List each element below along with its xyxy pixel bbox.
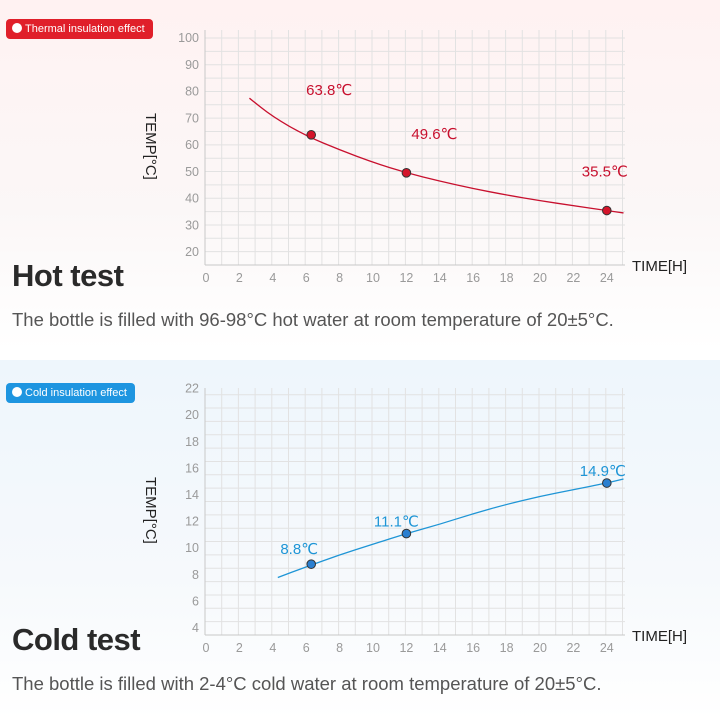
hot-y-tick-label: 60 <box>185 138 199 152</box>
hot-y-tick-label: 90 <box>185 58 199 72</box>
hot-x-tick-label: 6 <box>303 271 310 285</box>
cold-y-tick-label: 20 <box>185 408 199 422</box>
hot-x-tick-label: 16 <box>466 271 480 285</box>
hot-y-tick-label: 40 <box>185 192 199 206</box>
hot-y-tick-label: 30 <box>185 218 199 232</box>
badge-dot-icon <box>12 387 22 397</box>
hot-x-tick-label: 2 <box>236 271 243 285</box>
cold-x-axis-label: TIME[H] <box>632 628 687 645</box>
hot-x-tick-label: 14 <box>433 271 447 285</box>
hot-x-tick-label: 8 <box>336 271 343 285</box>
cold-test-chart: 0 2 4 6 8 10 12 14 16 18 20 22 2446810121416182022TI… <box>142 382 687 655</box>
hot-x-tick-label: 22 <box>566 271 580 285</box>
hot-x-tick-label: 0 <box>203 271 210 285</box>
hot-series-line <box>249 97 624 214</box>
cold-x-tick-label: 6 <box>303 641 310 655</box>
cold-y-tick-label: 12 <box>185 515 199 529</box>
cold-data-label: 14.9℃ <box>580 463 626 480</box>
cold-x-tick-label: 18 <box>500 641 514 655</box>
badge-dot-icon <box>12 23 22 33</box>
hot-y-tick-label: 100 <box>178 31 199 45</box>
cold-x-tick-label: 24 <box>600 641 614 655</box>
cold-grid <box>204 388 625 636</box>
cold-test-title: Cold test <box>12 622 141 657</box>
hot-data-label: 49.6℃ <box>411 126 457 143</box>
hot-y-tick-label: 70 <box>185 111 199 125</box>
cold-y-tick-label: 10 <box>185 541 199 555</box>
hot-y-tick-label: 80 <box>185 85 199 99</box>
hot-data-label: 63.8℃ <box>306 82 352 99</box>
hot-y-tick-label: 50 <box>185 165 199 179</box>
cold-x-tick-label: 2 <box>236 641 243 655</box>
cold-x-tick-label: 20 <box>533 641 547 655</box>
thermal-badge: Thermal insulation effect <box>6 19 153 39</box>
hot-x-axis-label: TIME[H] <box>632 258 687 275</box>
hot-x-tick-label: 12 <box>399 271 413 285</box>
hot-data-point <box>602 205 612 216</box>
cold-test-panel: Cold insulation effect Cold test The bot… <box>0 360 720 720</box>
hot-data-point <box>306 130 317 140</box>
cold-data-point <box>401 528 412 539</box>
hot-y-axis-label: TEMP[°C] <box>142 113 159 180</box>
hot-test-chart: 0 2 4 6 8 10 12 14 16 18 20 22 242030405060708090100… <box>142 30 687 285</box>
cold-data-point <box>602 478 612 488</box>
hot-x-tick-label: 10 <box>366 271 380 285</box>
thermal-badge-label: Thermal insulation effect <box>25 23 145 35</box>
cold-x-tick-label: 4 <box>269 641 276 655</box>
hot-test-title: Hot test <box>12 258 124 293</box>
cold-x-tick-label: 12 <box>399 641 413 655</box>
hot-data-label: 35.5℃ <box>582 164 628 181</box>
cold-y-tick-label: 22 <box>185 382 199 396</box>
cold-y-tick-label: 16 <box>185 461 199 475</box>
cold-x-tick-label: 10 <box>366 641 380 655</box>
hot-x-tick-label: 20 <box>533 271 547 285</box>
hot-data-point <box>401 168 412 178</box>
cold-x-tick-label: 14 <box>433 641 447 655</box>
cold-y-axis-label: TEMP[°C] <box>142 477 159 544</box>
cold-series-line <box>277 478 624 579</box>
hot-x-tick-label: 24 <box>600 271 614 285</box>
cold-y-tick-label: 14 <box>185 488 199 502</box>
cold-badge-label: Cold insulation effect <box>25 387 127 399</box>
cold-x-tick-label: 16 <box>466 641 480 655</box>
cold-data-point <box>306 559 317 569</box>
hot-x-tick-label: 18 <box>500 271 514 285</box>
cold-badge: Cold insulation effect <box>6 383 135 403</box>
hot-x-tick-label: 4 <box>269 271 276 285</box>
cold-x-tick-label: 22 <box>566 641 580 655</box>
cold-y-tick-label: 8 <box>192 568 199 582</box>
cold-test-description: The bottle is filled with 2-4°C cold wat… <box>12 673 602 694</box>
cold-x-tick-label: 0 <box>203 641 210 655</box>
hot-test-description: The bottle is filled with 96-98°C hot wa… <box>12 309 614 330</box>
hot-y-tick-label: 20 <box>185 245 199 259</box>
hot-test-panel: Thermal insulation effect Hot test The b… <box>0 0 720 350</box>
cold-y-tick-label: 18 <box>185 435 199 449</box>
hot-grid <box>204 30 625 266</box>
cold-y-tick-label: 4 <box>192 621 199 635</box>
cold-data-label: 8.8℃ <box>280 541 318 558</box>
cold-y-tick-label: 6 <box>192 594 199 608</box>
cold-x-tick-label: 8 <box>336 641 343 655</box>
cold-data-label: 11.1℃ <box>374 514 419 531</box>
